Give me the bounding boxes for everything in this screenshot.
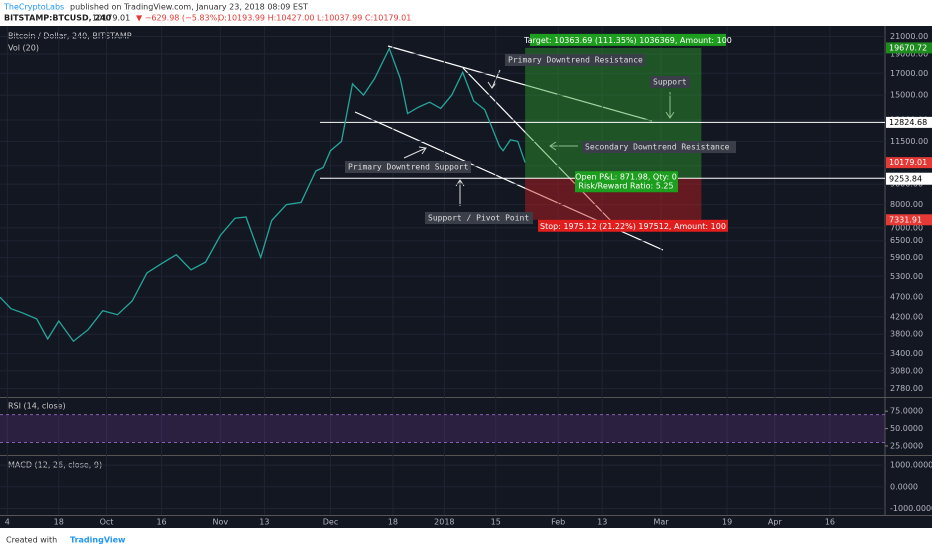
price-line xyxy=(0,46,526,343)
x-tick-label: Apr xyxy=(768,518,783,527)
arrow xyxy=(549,141,578,151)
annotation: Primary Downtrend Support xyxy=(348,163,469,172)
ratio-label: Risk/Reward Ratio: 5.25 xyxy=(578,182,673,191)
price-marker xyxy=(886,157,932,169)
rsi-tick-label: 25.0000 xyxy=(890,441,923,450)
x-tick-label: Mar xyxy=(653,518,669,527)
x-tick-label: 13 xyxy=(597,518,607,527)
arrow xyxy=(403,146,427,159)
price-marker xyxy=(886,42,932,54)
price-marker-label: 19670.72 xyxy=(889,43,927,52)
target-label: Target: 10363.69 (111.35%) 1036369, Amou… xyxy=(523,36,732,45)
pnl-bg xyxy=(575,171,678,193)
macd-tick-label: 1000.0000 xyxy=(890,461,932,470)
chart-title: Bitcoin / Dollar, 240, BITSTAMP xyxy=(8,32,132,41)
rsi-tick-label: 50.0000 xyxy=(890,424,923,433)
rsi-tick-label: 75.0000 xyxy=(890,407,923,416)
y-tick-label: 4200.00 xyxy=(890,312,923,321)
y-tick-label: 5900.00 xyxy=(890,253,923,262)
price-marker xyxy=(886,116,932,128)
y-tick-label: 17000.00 xyxy=(890,69,928,78)
chart-bg xyxy=(0,26,932,528)
y-tick-label: 6500.00 xyxy=(890,236,923,245)
price-marker-label: 10179.01 xyxy=(889,158,927,167)
last: 10179.01 xyxy=(92,14,130,23)
annotation: Support xyxy=(653,78,687,87)
stop-label-bg xyxy=(538,219,728,232)
x-tick-label: Dec xyxy=(323,518,338,527)
change: ▼ −629.98 (−5.83%) xyxy=(136,14,220,23)
y-tick-label: 8000.00 xyxy=(890,200,923,209)
price-marker xyxy=(886,173,932,185)
x-tick-label: 16 xyxy=(156,518,166,527)
price-marker-label: 9253.84 xyxy=(889,175,922,184)
y-tick-label: 2780.00 xyxy=(890,384,923,393)
x-tick-label: 19 xyxy=(722,518,732,527)
rsi-band xyxy=(0,414,885,443)
annotation-bg xyxy=(505,54,645,66)
macd-tick-label: 0.0000 xyxy=(890,482,918,491)
y-tick-label: 7000.00 xyxy=(890,223,923,232)
author[interactable]: TheCryptoLabs xyxy=(3,3,64,12)
annotation-bg xyxy=(425,212,533,224)
macd-tick-label: -1000.0000 xyxy=(890,504,932,513)
y-tick-label: 3400.00 xyxy=(890,349,923,358)
primary-resistance-line xyxy=(387,45,653,122)
annotation: Support / Pivot Point xyxy=(428,214,529,223)
annotation: Primary Downtrend Resistance xyxy=(508,56,643,65)
annotation-bg xyxy=(345,161,471,173)
x-tick-label: 2018 xyxy=(434,518,454,527)
stop-label: Stop: 1975.12 (21.22%) 197512, Amount: 1… xyxy=(540,222,726,231)
x-tick-label: Nov xyxy=(213,518,229,527)
symbol: BITSTAMP:BTCUSD, 240 xyxy=(4,14,112,23)
target-zone xyxy=(525,47,702,179)
rsi-title: RSI (14, close) xyxy=(8,402,66,411)
annotation-bg xyxy=(650,76,690,88)
footer-brand[interactable]: TradingView xyxy=(70,536,126,545)
x-tick-label: 15 xyxy=(491,518,501,527)
y-tick-label: 5300.00 xyxy=(890,272,923,281)
arrow xyxy=(665,92,675,119)
footer-created: Created with xyxy=(6,536,57,545)
x-tick-label: 16 xyxy=(825,518,835,527)
y-tick-label: 3080.00 xyxy=(890,366,923,375)
y-tick-label: 19000.00 xyxy=(890,49,928,58)
price-marker-label: 7331.91 xyxy=(889,215,922,224)
x-tick-label: Feb xyxy=(551,518,565,527)
annotation-bg xyxy=(582,141,736,153)
pnl-label: Open P&L: 871.98, Qty: 0 xyxy=(575,173,677,182)
y-tick-label: 15000.00 xyxy=(890,91,928,100)
price-marker-label: 12824.68 xyxy=(889,118,927,127)
y-tick-label: 21000.00 xyxy=(890,32,928,41)
header-bg xyxy=(0,0,932,26)
x-tick-label: 18 xyxy=(54,518,64,527)
target-label-bg xyxy=(530,33,726,46)
x-tick-label: Oct xyxy=(100,518,114,527)
x-tick-label: 4 xyxy=(5,518,10,527)
ohlc: O:10193.99 H:10427.00 L:10037.99 C:10179… xyxy=(218,14,411,23)
footer-bg xyxy=(0,528,932,550)
x-tick-label: 13 xyxy=(259,518,269,527)
y-tick-label: 4700.00 xyxy=(890,293,923,302)
x-tick-label: 18 xyxy=(388,518,398,527)
secondary-resistance-line xyxy=(462,67,613,223)
y-tick-label: 11500.00 xyxy=(890,137,928,146)
volume-label: Vol (20) xyxy=(8,44,39,53)
annotation: Secondary Downtrend Resistance xyxy=(585,143,730,152)
published: published on TradingView.com, January 23… xyxy=(70,3,308,12)
y-tick-label: 3800.00 xyxy=(890,330,923,339)
price-marker xyxy=(886,214,932,226)
